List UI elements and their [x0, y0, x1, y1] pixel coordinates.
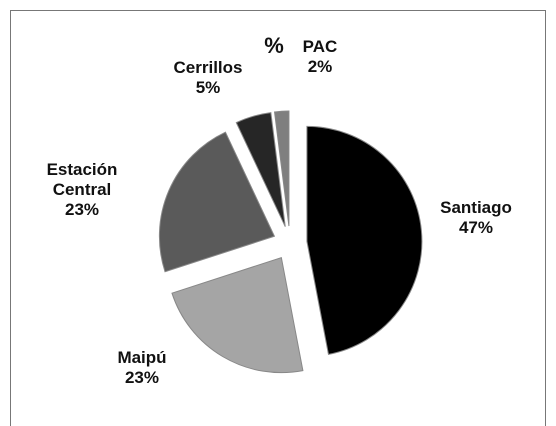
pie-slice — [235, 112, 286, 227]
value-label: 5% — [195, 78, 221, 97]
category-label: Cerrillos — [173, 58, 243, 77]
category-label: Santiago — [440, 198, 512, 217]
category-label: Estación Central — [46, 160, 118, 199]
pie-slice — [306, 125, 423, 355]
annotation: % — [264, 33, 284, 58]
value-label: 2% — [307, 57, 333, 76]
frame — [10, 10, 546, 426]
value-label: 23% — [124, 368, 160, 387]
value-label: 47% — [458, 218, 494, 237]
slice-label: Santiago 47% — [440, 198, 512, 238]
pie-slice — [158, 131, 276, 273]
slice-label: PAC 2% — [303, 37, 338, 77]
pie-slice — [171, 256, 304, 374]
value-label: 23% — [64, 200, 100, 219]
slice-label: Estación Central 23% — [27, 160, 137, 220]
pie-slice — [273, 110, 290, 227]
category-label: PAC — [302, 37, 338, 56]
slice-label: Maipú 23% — [117, 348, 166, 388]
slice-label: Cerrillos 5% — [174, 58, 243, 98]
category-label: Maipú — [117, 348, 167, 367]
